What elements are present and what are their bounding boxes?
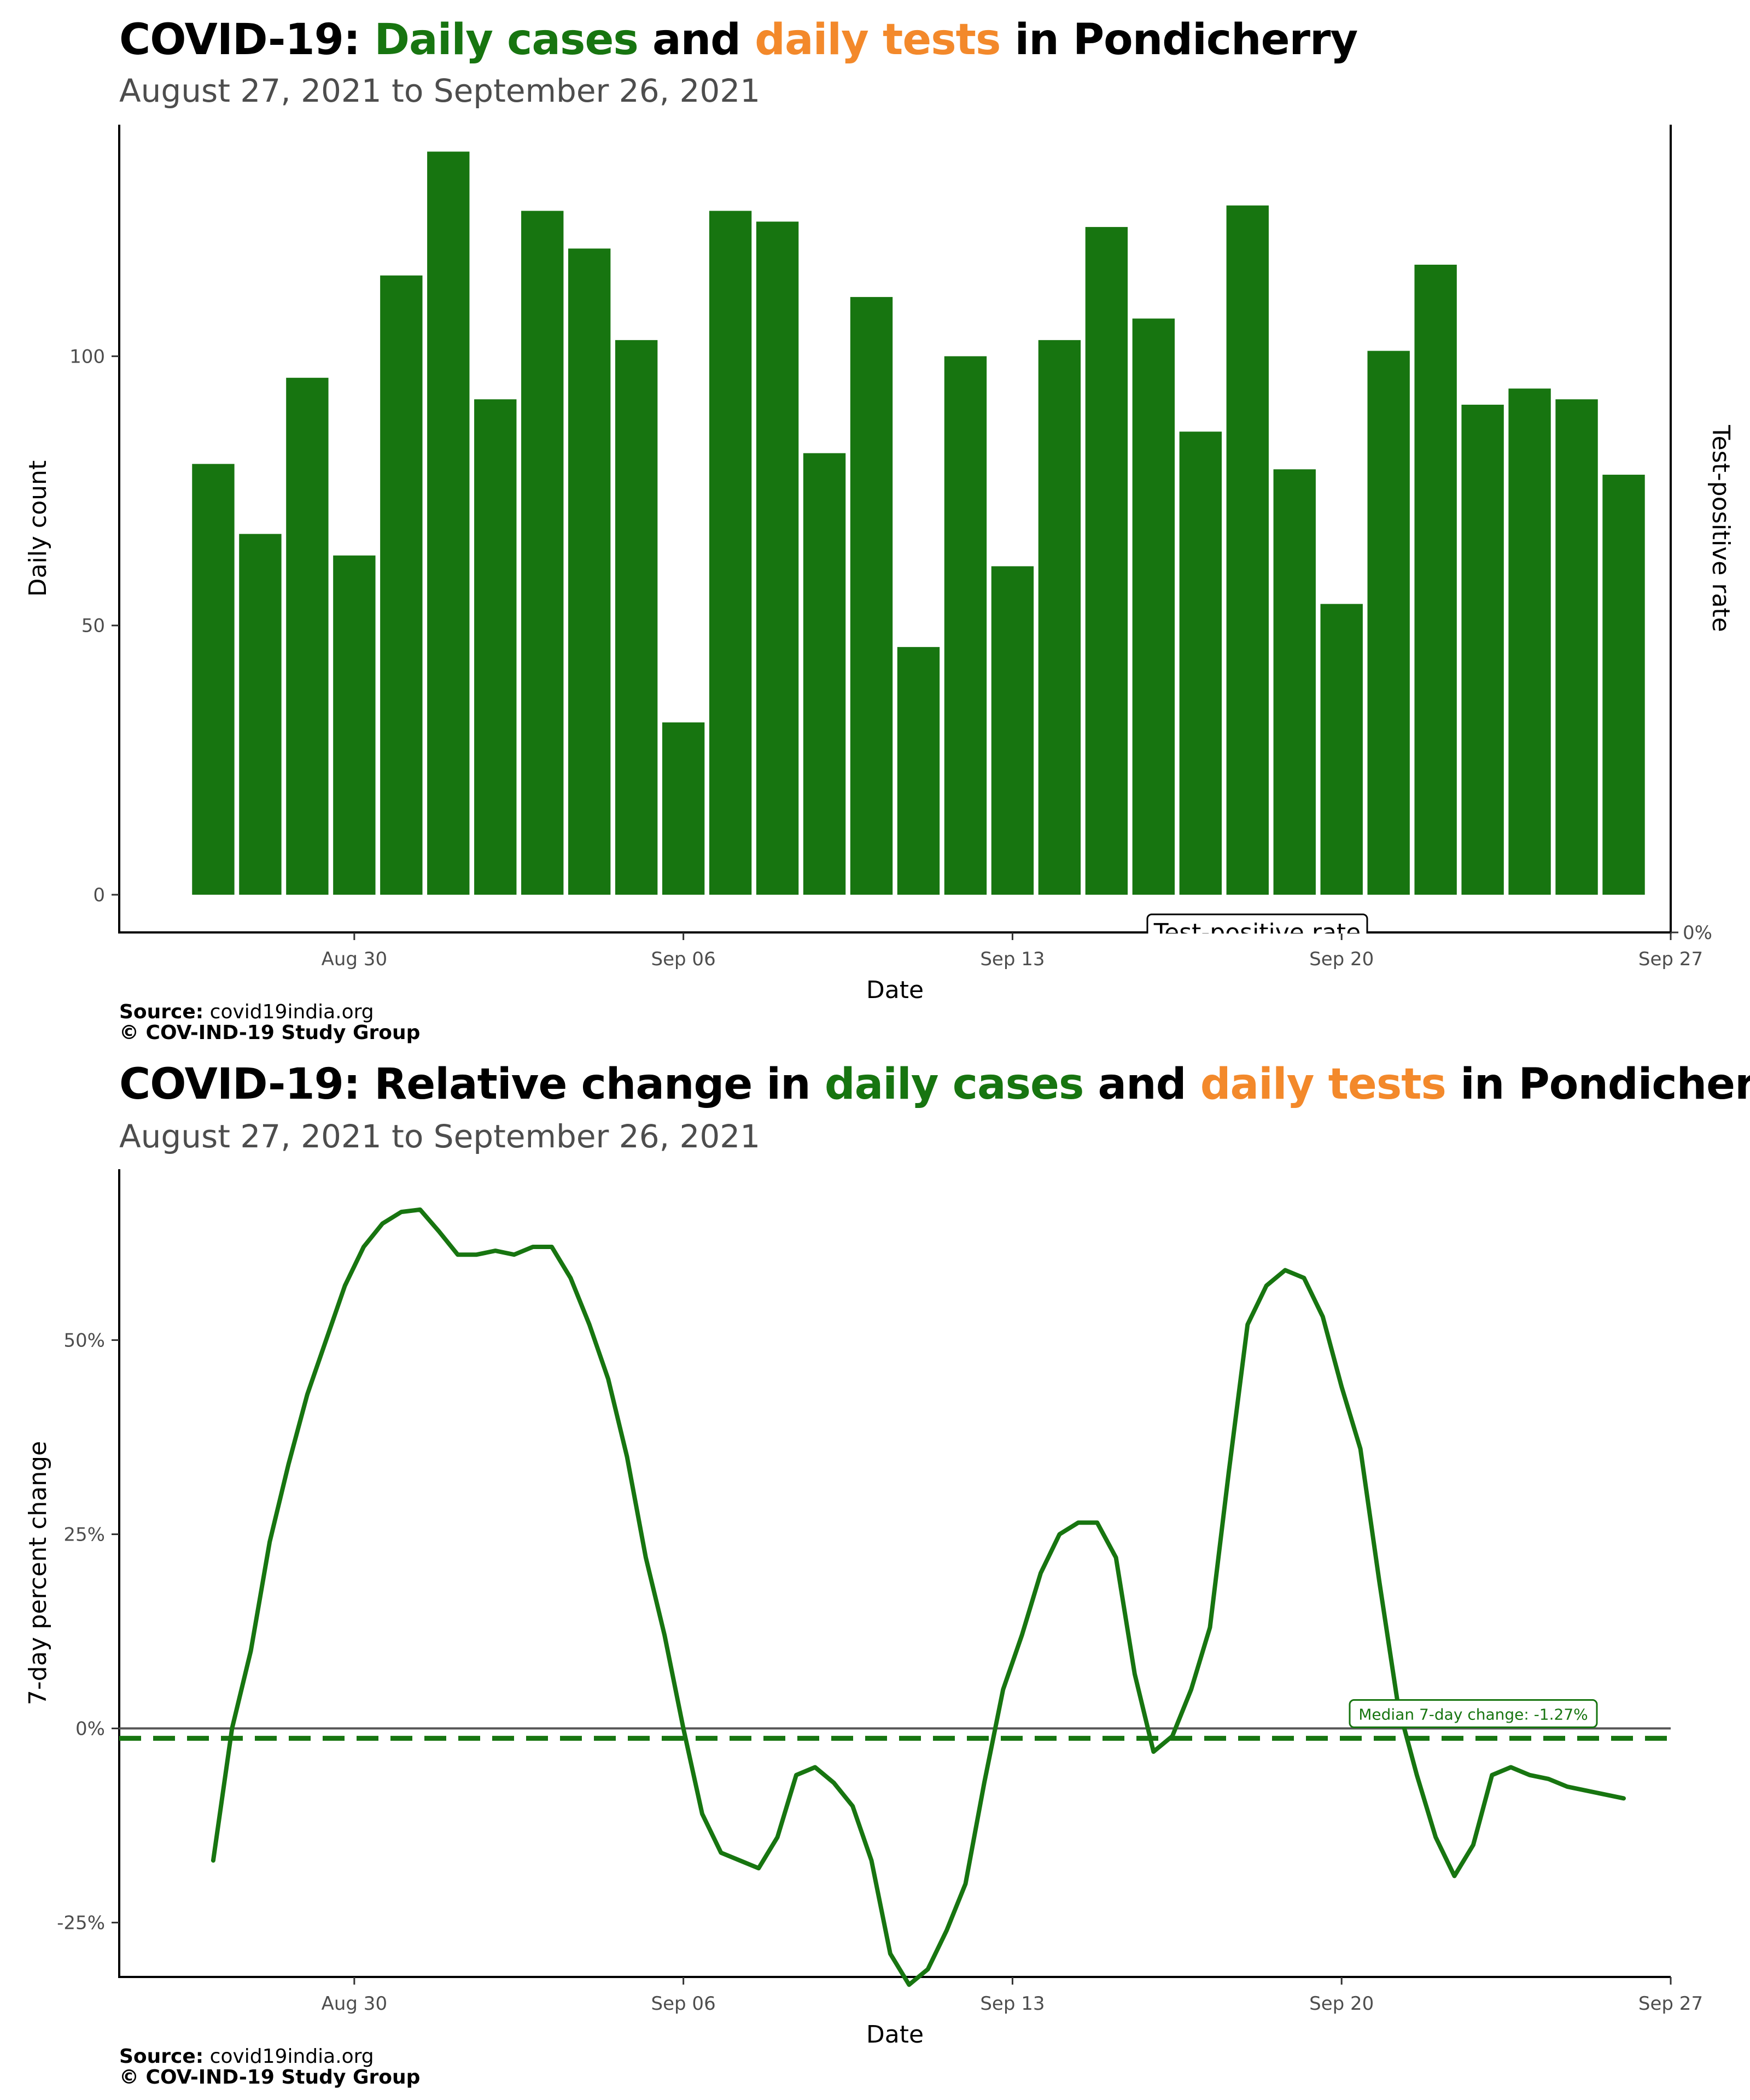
y-tick-label: 0 xyxy=(93,884,105,906)
median-label-text: Median 7-day change: -1.27% xyxy=(1358,1706,1588,1724)
y-tick-label: 0% xyxy=(75,1718,105,1740)
x-tick-label: Sep 06 xyxy=(651,1993,716,2015)
daily-case-bar xyxy=(286,377,329,895)
chart1-title-tests: daily tests xyxy=(755,15,1001,65)
y-axis-title: Daily count xyxy=(24,460,52,597)
chart2-copyright: © COV-IND-19 Study Group xyxy=(119,2066,421,2089)
daily-case-bar xyxy=(662,722,705,895)
x-tick-label: Sep 27 xyxy=(1638,948,1703,970)
x-axis-title: Date xyxy=(866,976,924,1004)
x-tick-label: Sep 13 xyxy=(980,948,1045,970)
daily-case-bar xyxy=(615,340,658,895)
x-tick-label: Aug 30 xyxy=(322,948,387,970)
x-tick-label: Sep 06 xyxy=(651,948,716,970)
chart2-source-label: Source: xyxy=(119,2045,204,2068)
x-axis-title: Date xyxy=(866,2021,924,2049)
x-tick-label: Sep 20 xyxy=(1309,1993,1374,2015)
y-axis-title: 7-day percent change xyxy=(24,1441,52,1705)
x-tick-label: Sep 20 xyxy=(1309,948,1374,970)
chart1-plot: 0 50 100 Aug 30 Sep 06 Sep 13 Sep 20 Sep 27 0% Da… xyxy=(24,125,1735,1004)
chart1-title-suffix: in Pondicherry xyxy=(1014,15,1358,65)
daily-case-bar xyxy=(521,211,564,895)
daily-case-bar xyxy=(850,297,893,895)
daily-case-bar xyxy=(709,211,752,895)
legend-label: Test-positive rate xyxy=(1153,919,1361,947)
daily-case-bar xyxy=(897,647,940,895)
daily-case-bar xyxy=(192,464,235,895)
test-positive-legend: Test-positive rate xyxy=(1146,913,1368,947)
daily-case-bar xyxy=(1226,205,1269,895)
daily-case-bar xyxy=(568,248,611,895)
chart2-plot: -25% 0% 25% 50% Aug 30 Sep 06 Sep 13 Sep 20 Sep … xyxy=(24,1169,1703,2049)
daily-case-bar xyxy=(333,555,376,895)
daily-case-bar xyxy=(1555,399,1598,895)
daily-case-bar xyxy=(991,566,1034,895)
chart2-title-cases: daily cases xyxy=(824,1060,1084,1109)
y-tick-label: 100 xyxy=(69,346,105,368)
daily-case-bar xyxy=(1367,351,1410,895)
daily-case-bar xyxy=(1508,388,1551,895)
seven-day-change-line xyxy=(211,1207,1626,1987)
chart2-source-value: covid19india.org xyxy=(209,2045,374,2068)
y2-tick-label: 0% xyxy=(1683,922,1712,944)
chart1-axes: 0 50 100 Aug 30 Sep 06 Sep 13 Sep 20 Sep 27 0% Da… xyxy=(24,125,1735,1004)
daily-case-bar xyxy=(1602,475,1645,895)
x-tick-label: Sep 27 xyxy=(1638,1993,1703,2015)
chart2-caption: Source: covid19india.org © COV-IND-19 St… xyxy=(119,2046,420,2088)
median-label-box xyxy=(1349,1699,1598,1729)
chart2-line: Median 7-day change: -1.27% xyxy=(119,1207,1671,1987)
chart2-axes: -25% 0% 25% 50% Aug 30 Sep 06 Sep 13 Sep 20 Sep … xyxy=(24,1169,1703,2049)
daily-case-bar xyxy=(474,399,517,895)
chart1-copyright: © COV-IND-19 Study Group xyxy=(119,1022,421,1044)
chart2-title: COVID-19: Relative change in daily cases… xyxy=(119,1060,1750,1109)
chart1-subtitle: August 27, 2021 to September 26, 2021 xyxy=(119,72,761,109)
daily-case-bar xyxy=(1461,405,1504,895)
chart2-title-tests: daily tests xyxy=(1200,1060,1446,1109)
x-tick-label: Aug 30 xyxy=(322,1993,387,2015)
y-tick-label: 50 xyxy=(81,615,105,637)
chart2-subtitle: August 27, 2021 to September 26, 2021 xyxy=(119,1118,761,1155)
daily-case-bar xyxy=(1132,318,1175,895)
daily-case-bar xyxy=(1038,340,1081,895)
daily-case-bar xyxy=(1179,431,1222,895)
daily-case-bar xyxy=(1273,469,1316,895)
chart2-title-suffix: in Pondicherry xyxy=(1460,1060,1750,1109)
chart1-title-cases: Daily cases xyxy=(374,15,638,65)
legend-box xyxy=(1146,913,1368,934)
daily-case-bar xyxy=(944,356,987,895)
y2-axis-title: Test-positive rate xyxy=(1707,424,1735,632)
daily-case-bar xyxy=(803,453,846,895)
chart1-source-value: covid19india.org xyxy=(209,1001,374,1023)
chart1-caption: Source: covid19india.org © COV-IND-19 St… xyxy=(119,1002,420,1043)
y-tick-label: -25% xyxy=(57,1912,105,1934)
median-label: Median 7-day change: -1.27% xyxy=(1349,1699,1598,1729)
chart1-bars xyxy=(192,151,1645,895)
chart1-title-prefix: COVID-19: xyxy=(119,15,360,65)
daily-case-bar xyxy=(1414,265,1457,895)
y-tick-label: 25% xyxy=(63,1524,105,1545)
chart1-title-and: and xyxy=(652,15,741,65)
chart1-title: COVID-19: Daily cases and daily tests in… xyxy=(119,15,1358,65)
chart1-source-label: Source: xyxy=(119,1001,204,1023)
daily-case-bar xyxy=(239,534,282,895)
daily-case-bar xyxy=(1320,604,1363,895)
daily-case-bar xyxy=(1085,227,1128,895)
y-tick-label: 50% xyxy=(63,1329,105,1351)
x-tick-label: Sep 13 xyxy=(980,1993,1045,2015)
chart2-title-and: and xyxy=(1098,1060,1187,1109)
chart2-title-prefix: COVID-19: xyxy=(119,1060,360,1109)
daily-case-bar xyxy=(756,221,799,895)
daily-case-bar xyxy=(427,151,470,895)
daily-case-bar xyxy=(380,275,423,895)
chart2-title-mid: Relative change in xyxy=(374,1060,810,1109)
